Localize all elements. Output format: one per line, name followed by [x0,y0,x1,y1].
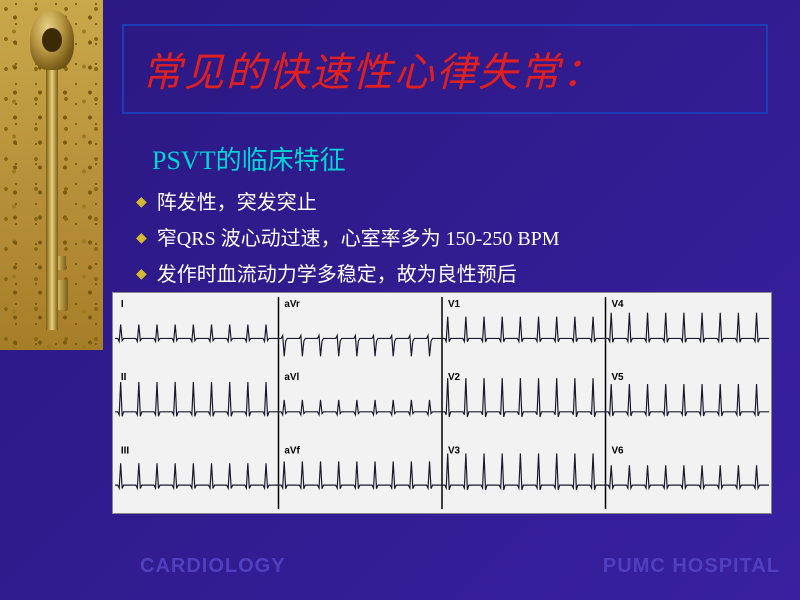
ecg-chart: IaVr V1 V4 II aVl V2 V5 III aVf V3 V6 [112,292,772,514]
svg-text:V4: V4 [611,299,624,310]
key-icon [30,10,74,350]
svg-text:aVl: aVl [284,372,299,383]
diamond-icon: ◆ [136,224,147,254]
subtitle: PSVT的临床特征 [152,140,346,177]
sidebar-texture [0,0,103,350]
svg-text:aVf: aVf [284,446,300,457]
footer-right: PUMC HOSPITAL [603,555,780,578]
diamond-icon: ◆ [136,260,147,290]
svg-text:V6: V6 [611,446,624,457]
sidebar-key-image [0,0,103,350]
svg-text:I: I [121,299,124,310]
bullet-text: 窄QRS 波心动过速，心室率多为 150-250 BPM [157,224,560,254]
svg-text:aVr: aVr [284,299,300,310]
diamond-icon: ◆ [136,188,147,218]
bullet-text: 发作时血流动力学多稳定，故为良性预后 [157,260,517,290]
svg-text:V3: V3 [448,446,461,457]
list-item: ◆ 发作时血流动力学多稳定，故为良性预后 [136,260,756,290]
title-container: 常见的快速性心律失常： [122,24,768,114]
list-item: ◆ 阵发性，突发突止 [136,188,756,218]
bullet-list: ◆ 阵发性，突发突止 ◆ 窄QRS 波心动过速，心室率多为 150-250 BP… [136,188,756,296]
page-title: 常见的快速性心律失常： [142,40,604,98]
svg-text:V5: V5 [611,372,624,383]
svg-text:III: III [121,446,129,457]
footer-left: CARDIOLOGY [140,555,286,578]
svg-text:V2: V2 [448,372,461,383]
svg-text:V1: V1 [448,299,461,310]
bullet-text: 阵发性，突发突止 [157,188,317,218]
svg-text:II: II [121,372,127,383]
ecg-svg: IaVr V1 V4 II aVl V2 V5 III aVf V3 V6 [113,293,771,513]
list-item: ◆ 窄QRS 波心动过速，心室率多为 150-250 BPM [136,224,756,254]
footer: CARDIOLOGY PUMC HOSPITAL [140,555,780,578]
